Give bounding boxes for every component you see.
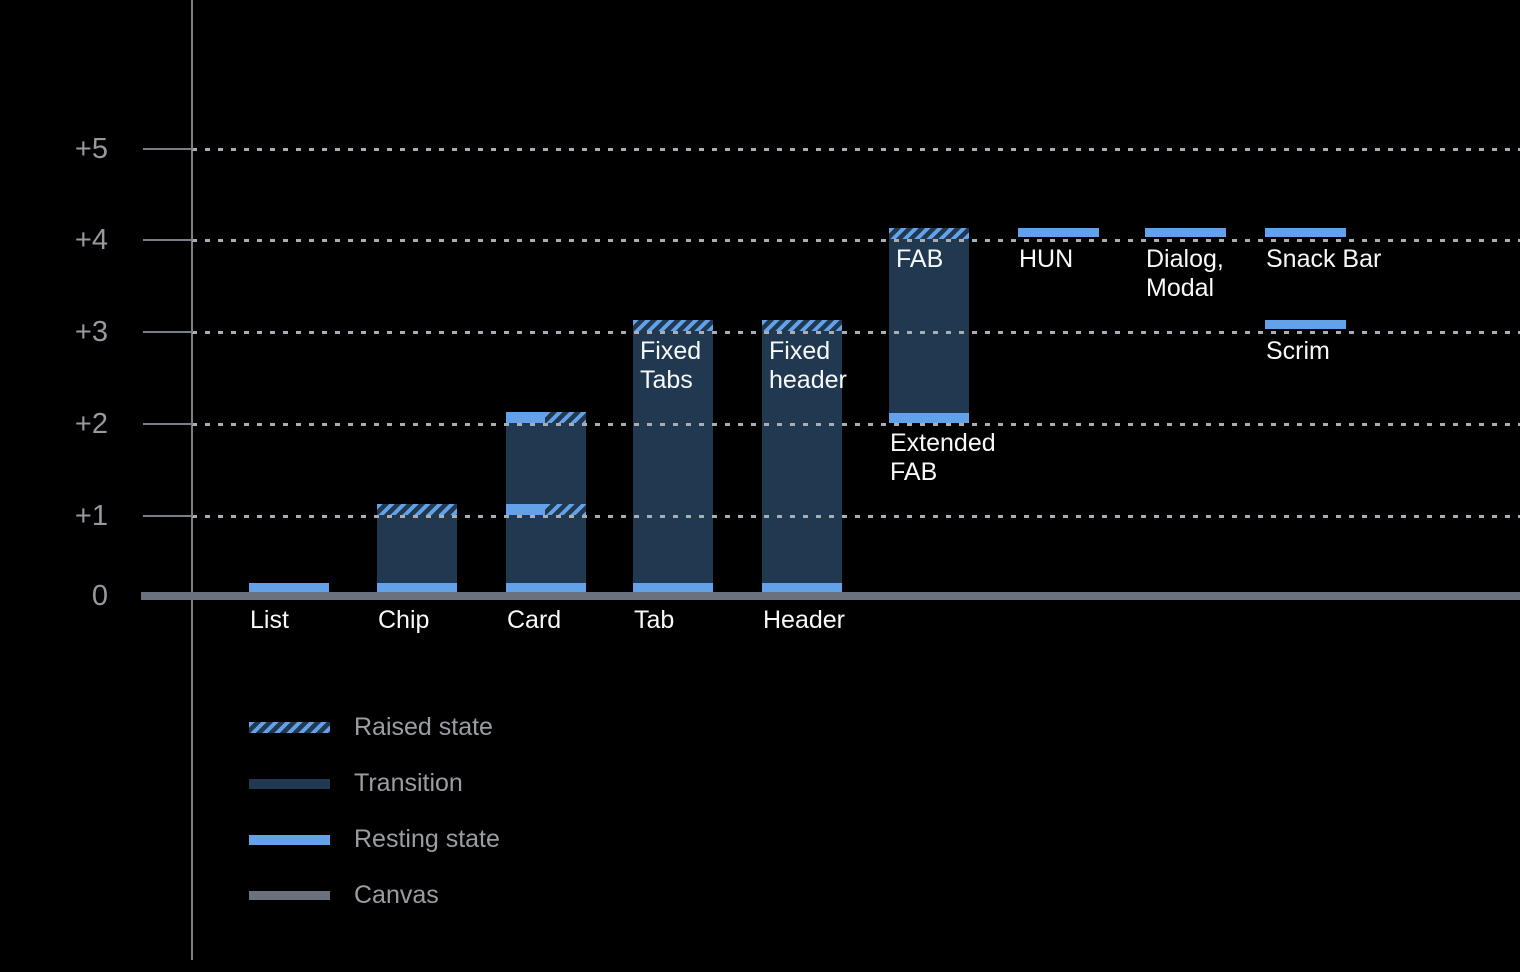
y-tick-+3 bbox=[143, 331, 193, 333]
legend-item-canvas: Canvas bbox=[249, 879, 439, 912]
y-tick-label-+3: +3 bbox=[74, 316, 108, 348]
bar-tab-raised-band bbox=[633, 320, 713, 331]
bar-fab-resting-band bbox=[889, 413, 969, 423]
bar-label-header: Header bbox=[763, 606, 845, 634]
bar-inner-label-header: Fixed header bbox=[769, 337, 847, 394]
gridline-+5 bbox=[192, 148, 1520, 151]
resting-state-segment bbox=[506, 412, 546, 423]
legend-item-raised-state: Raised state bbox=[249, 711, 493, 744]
legend-label: Transition bbox=[354, 769, 463, 797]
y-tick-label-+5: +5 bbox=[74, 133, 108, 165]
bar-header-resting-band bbox=[762, 583, 842, 592]
raised-state-swatch bbox=[249, 722, 330, 733]
bar-label-list: List bbox=[250, 606, 289, 634]
legend-label: Raised state bbox=[354, 713, 493, 741]
bar-label-scrim: Scrim bbox=[1266, 337, 1330, 365]
bar-chip-resting-band bbox=[377, 583, 457, 592]
canvas-swatch bbox=[249, 891, 330, 900]
bar-fab-raised-band bbox=[889, 228, 969, 239]
bar-dialog_modal-resting-band bbox=[1145, 228, 1226, 237]
bar-scrim-resting-band bbox=[1265, 320, 1346, 329]
transition-swatch bbox=[249, 778, 330, 789]
bar-label-chip: Chip bbox=[378, 606, 430, 634]
y-tick-label-+1: +1 bbox=[74, 500, 108, 532]
bar-header-raised-band bbox=[762, 320, 842, 331]
y-tick-+2 bbox=[143, 423, 193, 425]
bar-card-resting-band bbox=[506, 583, 586, 592]
bar-label-tab: Tab bbox=[634, 606, 675, 634]
y-axis-line bbox=[191, 0, 193, 960]
y-tick-label-+2: +2 bbox=[74, 408, 108, 440]
y-tick-label-+4: +4 bbox=[74, 224, 108, 256]
legend-label: Canvas bbox=[354, 881, 439, 909]
resting-state-swatch bbox=[249, 834, 330, 845]
gridline-+4 bbox=[192, 239, 1520, 242]
bar-label-snack_bar: Snack Bar bbox=[1266, 245, 1382, 273]
bar-card-raised-band bbox=[506, 412, 586, 423]
gridline-+3 bbox=[192, 331, 1520, 334]
bar-list-resting-band bbox=[249, 583, 329, 592]
legend-label: Resting state bbox=[354, 825, 500, 853]
bar-label-fab: Extended FAB bbox=[890, 429, 996, 486]
gridline-+1 bbox=[192, 515, 1520, 518]
raised-state-segment bbox=[545, 412, 586, 423]
bar-card-transition bbox=[506, 423, 586, 583]
bar-tab-resting-band bbox=[633, 583, 713, 592]
canvas-baseline bbox=[141, 592, 1520, 600]
bar-card-mid-band-1 bbox=[506, 504, 586, 515]
bar-label-hun: HUN bbox=[1019, 245, 1074, 273]
bar-label-dialog_modal: Dialog, Modal bbox=[1146, 245, 1224, 302]
bar-label-card: Card bbox=[507, 606, 562, 634]
bar-header-transition bbox=[762, 331, 842, 583]
bar-chip-raised-band bbox=[377, 504, 457, 515]
raised-state-segment bbox=[545, 504, 586, 515]
legend-item-resting-state: Resting state bbox=[249, 823, 500, 856]
bar-fab-transition bbox=[889, 239, 969, 413]
y-tick-+1 bbox=[143, 515, 193, 517]
y-tick-+4 bbox=[143, 239, 193, 241]
bar-inner-label-fab: FAB bbox=[896, 245, 944, 273]
bar-chip-transition bbox=[377, 515, 457, 583]
bar-tab-transition bbox=[633, 331, 713, 583]
resting-state-segment bbox=[506, 504, 546, 515]
bar-inner-label-tab: Fixed Tabs bbox=[640, 337, 702, 394]
y-tick-label-0: 0 bbox=[91, 580, 108, 612]
bar-hun-resting-band bbox=[1018, 228, 1099, 237]
gridline-+2 bbox=[192, 423, 1520, 426]
y-tick-+5 bbox=[143, 148, 193, 150]
legend-item-transition: Transition bbox=[249, 767, 463, 800]
bar-snack_bar-resting-band bbox=[1265, 228, 1346, 237]
